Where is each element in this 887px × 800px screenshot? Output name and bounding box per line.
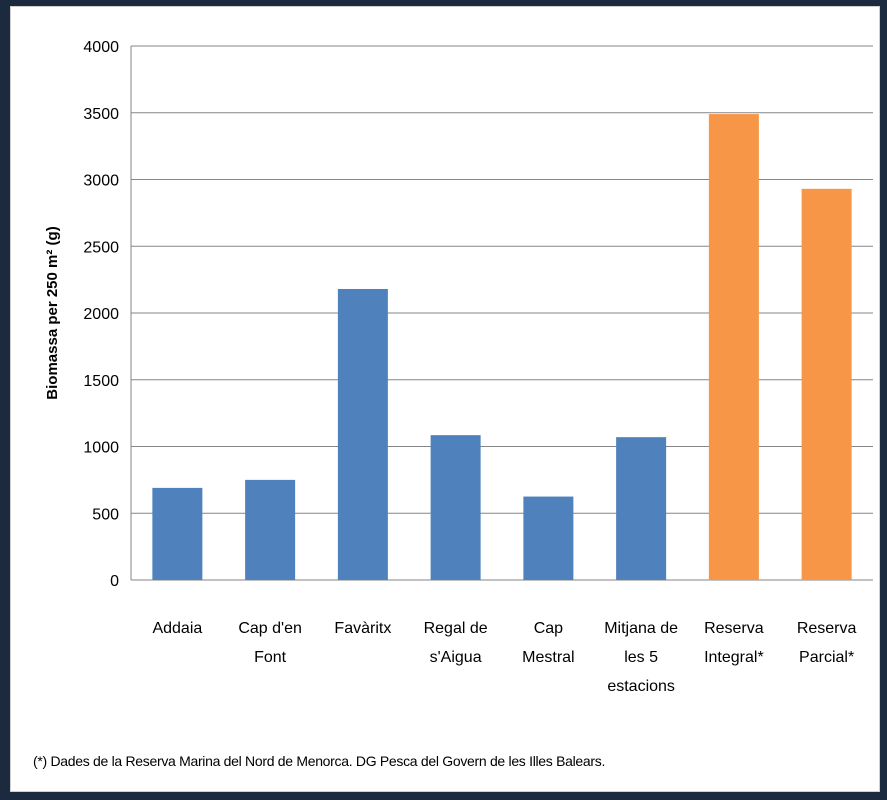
y-tick-label: 0: [110, 573, 119, 590]
x-category-label: Reserva Integral*: [704, 620, 764, 666]
bar: [616, 437, 667, 580]
y-tick-label: 1500: [83, 373, 119, 390]
bar: [430, 435, 481, 580]
x-category-label: Regal de s'Aigua: [424, 620, 488, 666]
bar: [245, 479, 296, 580]
x-category-label: Favàritx: [334, 620, 391, 637]
y-tick-label: 4000: [83, 39, 119, 56]
x-category-label: Addaia: [152, 620, 202, 637]
x-category-labels: Addaia Cap d'en Font Favàritx Regal de s'Aigu…: [152, 620, 856, 695]
x-category-label: Cap d'en Font: [238, 620, 302, 666]
bar: [801, 188, 852, 580]
x-category-label: Reserva Parcial*: [797, 620, 857, 666]
y-tick-label: 2000: [83, 306, 119, 323]
chart-panel: 0 500 1000 1500 2000 2500 3000 3500 4000 Addaia C…: [10, 6, 880, 792]
bar: [152, 487, 203, 580]
y-tick-label: 3500: [83, 106, 119, 123]
y-tick-label: 2500: [83, 239, 119, 256]
y-tick-label: 500: [92, 506, 119, 523]
bar: [708, 114, 759, 581]
bars: [152, 114, 852, 581]
y-tick-label: 1000: [83, 440, 119, 457]
bar: [523, 496, 574, 580]
bar: [337, 288, 388, 580]
y-tick-label: 3000: [83, 173, 119, 190]
x-category-label: Cap Mestral: [522, 620, 574, 666]
bar-chart: 0 500 1000 1500 2000 2500 3000 3500 4000 Addaia C…: [44, 39, 873, 695]
y-tick-labels: 0 500 1000 1500 2000 2500 3000 3500 4000: [83, 39, 119, 590]
y-axis-label: Biomassa per 250 m² (g): [44, 226, 61, 399]
footnote: (*) Dades de la Reserva Marina del Nord …: [33, 753, 606, 769]
x-category-label: Mitjana de les 5 estacions: [604, 620, 678, 695]
gridlines: [130, 45, 873, 581]
